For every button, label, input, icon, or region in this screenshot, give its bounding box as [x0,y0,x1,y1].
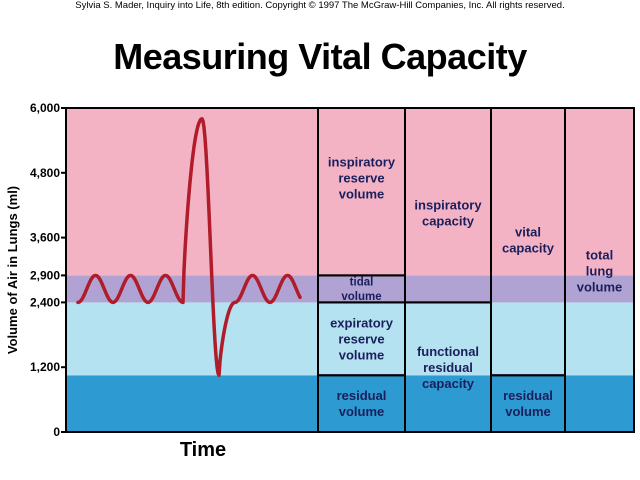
y-tick-label: 6,000 [30,101,60,115]
segment-label-line: inspiratory [414,198,482,213]
segment-label-line: expiratory [330,315,394,330]
segment-label-line: capacity [502,241,555,256]
segment-label-line: volume [341,291,381,303]
plot-frame [65,107,635,433]
segment-label-line: total [586,248,613,263]
segment-label-line: capacity [422,214,475,229]
segment-label-line: inspiratory [328,155,396,170]
segment-label-line: vital [515,225,541,240]
segment-label-line: volume [339,187,385,202]
copyright-notice: Sylvia S. Mader, Inquiry into Life, 8th … [75,0,565,11]
band-residual [66,375,634,432]
segment-label-line: residual [337,388,387,403]
segment-label-line: functional [417,344,479,359]
volume-bands [66,108,634,432]
y-tick-label: 4,800 [30,166,60,180]
segment-label-line: volume [339,404,385,419]
y-tick-label: 2,400 [30,295,60,309]
segment-label-line: residual [503,388,553,403]
segment-label-line: volume [339,347,385,362]
capacity-columns: inspiratoryreservevolumetidalvolumeexpir… [317,107,635,433]
segment-label-line: volume [577,280,623,295]
y-axis-title: Volume of Air in Lungs (ml) [5,186,20,354]
segment-label-line: reserve [338,331,384,346]
breathing-curve [76,117,302,378]
segment-label-line: residual [423,360,473,375]
page-title: Measuring Vital Capacity [113,36,527,77]
y-axis: 0 1,200 2,400 2,900 3,600 4,800 6,000 [30,101,635,439]
y-tick-label: 0 [53,425,60,439]
band-expiratory [66,302,634,376]
y-tick-label: 2,900 [30,268,60,282]
segment-label-line: tidal [350,277,374,289]
x-axis-title: Time [180,439,226,461]
segment-label-line: volume [505,404,551,419]
breathing-curve-line [76,117,302,378]
segment-label-line: reserve [338,171,384,186]
segment-label-line: capacity [422,376,475,391]
band-inspiratory [66,108,634,276]
y-tick-label: 1,200 [30,360,60,374]
y-tick-label: 3,600 [30,231,60,245]
segment-label-line: lung [586,264,613,279]
